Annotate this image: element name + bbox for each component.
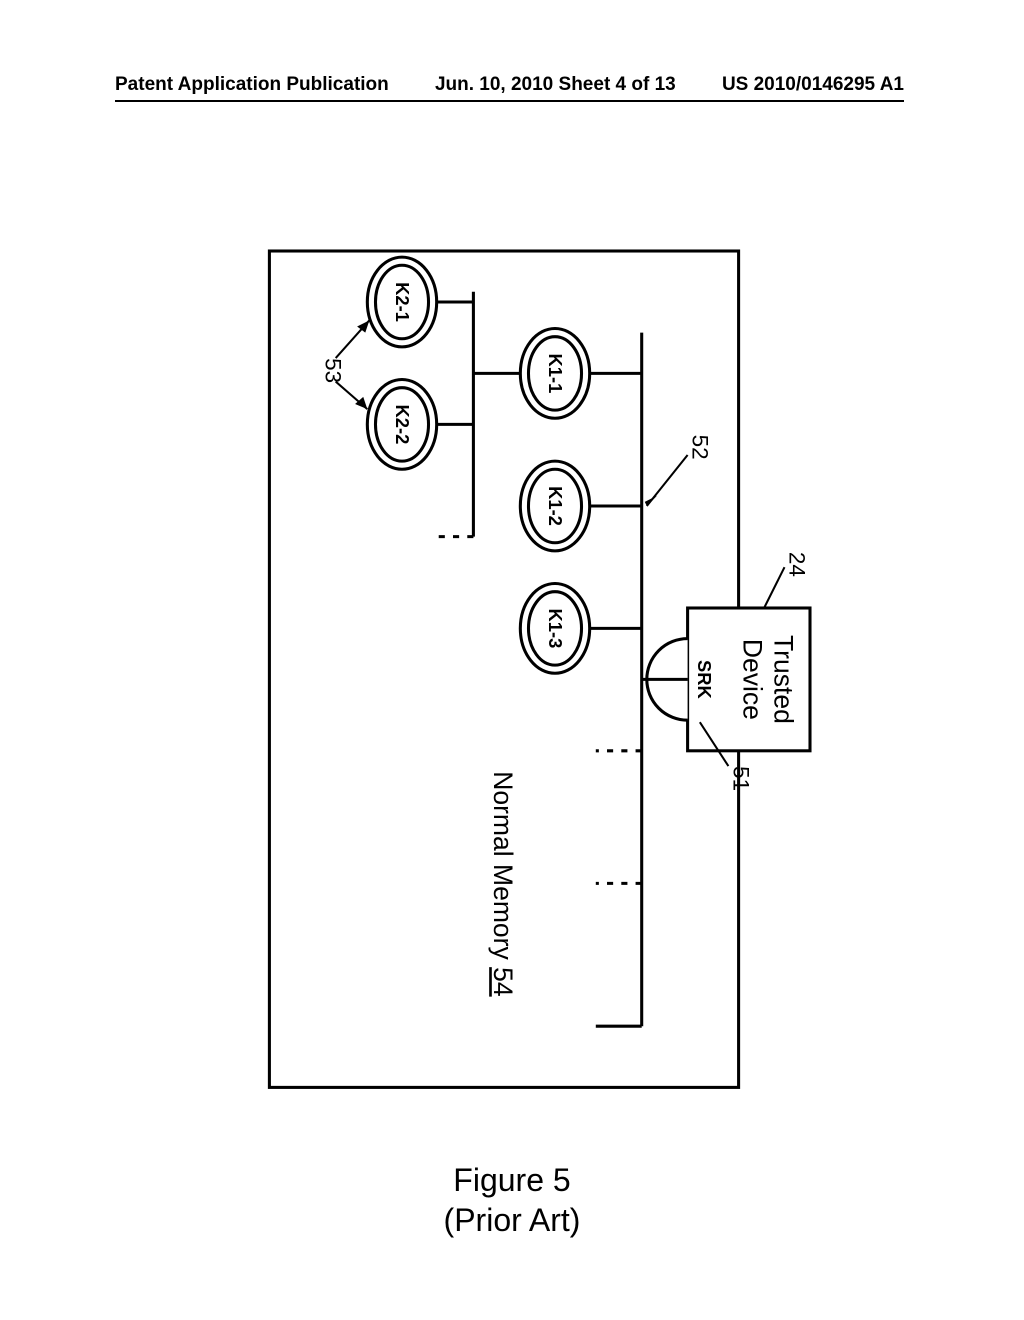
- ref-52: 52: [688, 435, 713, 460]
- node-k1-1: K1-1: [520, 329, 589, 419]
- header-rule: [115, 100, 904, 102]
- srk-label: SRK: [694, 660, 715, 700]
- node-k2-1-label: K2-1: [392, 282, 413, 322]
- node-k1-2: K1-2: [520, 461, 589, 551]
- node-k2-2: K2-2: [367, 380, 436, 470]
- node-k1-1-label: K1-1: [545, 354, 566, 394]
- ref-51: 51: [729, 766, 754, 791]
- node-k1-3: K1-3: [520, 584, 589, 674]
- node-k2-2-label: K2-2: [392, 405, 413, 445]
- patent-page: Patent Application Publication Jun. 10, …: [0, 0, 1024, 1320]
- trusted-device-label-1: Trusted: [768, 635, 798, 724]
- figure-area: Trusted Device SRK 24 51: [150, 160, 870, 1170]
- ref-52-arrowhead: [645, 496, 657, 506]
- figure-svg: Trusted Device SRK 24 51: [150, 160, 870, 1170]
- header-right: US 2010/0146295 A1: [722, 74, 904, 96]
- ref-24: 24: [785, 552, 810, 577]
- ref-53: 53: [321, 358, 346, 383]
- normal-memory-text: Normal Memory: [488, 771, 518, 967]
- header-left: Patent Application Publication: [115, 74, 389, 96]
- node-k1-2-label: K1-2: [545, 486, 566, 526]
- trusted-device-label-2: Device: [738, 639, 768, 720]
- node-k2-1: K2-1: [367, 257, 436, 347]
- caption-line2: (Prior Art): [444, 1200, 581, 1240]
- figure-caption: Figure 5 (Prior Art): [444, 1160, 581, 1240]
- caption-line1: Figure 5: [444, 1160, 581, 1200]
- ref-24-leader: [764, 567, 784, 608]
- node-k1-3-label: K1-3: [545, 609, 566, 649]
- header-center: Jun. 10, 2010 Sheet 4 of 13: [435, 74, 676, 96]
- normal-memory-label: Normal Memory 54: [488, 771, 518, 996]
- normal-memory-num: 54: [488, 967, 518, 997]
- page-header: Patent Application Publication Jun. 10, …: [115, 74, 904, 96]
